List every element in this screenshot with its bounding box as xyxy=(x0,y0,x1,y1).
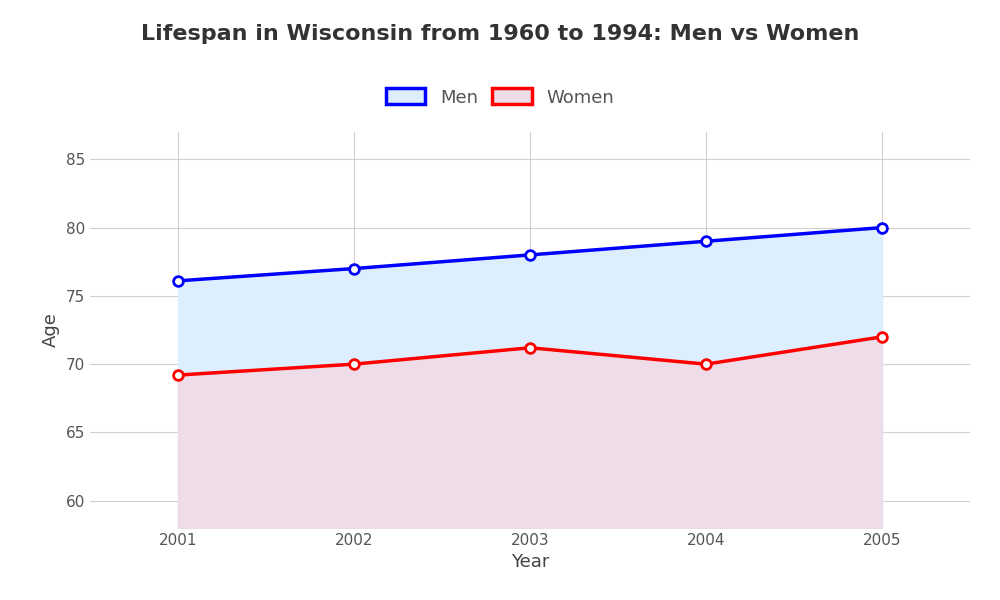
Text: Lifespan in Wisconsin from 1960 to 1994: Men vs Women: Lifespan in Wisconsin from 1960 to 1994:… xyxy=(141,24,859,44)
Y-axis label: Age: Age xyxy=(42,313,60,347)
X-axis label: Year: Year xyxy=(511,553,549,571)
Legend: Men, Women: Men, Women xyxy=(379,81,621,114)
